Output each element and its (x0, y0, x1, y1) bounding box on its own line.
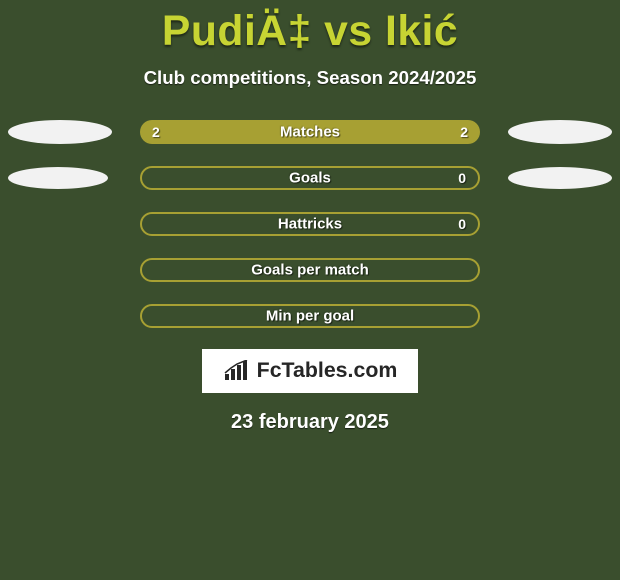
source-logo-text: FcTables.com (257, 358, 398, 383)
stat-row: Hattricks 0 (0, 211, 620, 237)
stat-label: Goals per match (251, 261, 369, 278)
stat-label: Min per goal (266, 307, 354, 324)
comparison-chart: Matches 2 2 Goals 0 Hattricks 0 Goals per match… (0, 119, 620, 329)
stat-row: Goals per match (0, 257, 620, 283)
player-marker-right (508, 120, 612, 144)
stat-value-right: 2 (460, 124, 468, 140)
page-subtitle: Club competitions, Season 2024/2025 (0, 67, 620, 89)
page-title: PudiÄ‡ vs Ikić (0, 0, 620, 55)
stat-bar-track: Min per goal (140, 304, 480, 328)
barchart-icon (223, 360, 251, 382)
stat-row: Matches 2 2 (0, 119, 620, 145)
stat-bar-track: Goals 0 (140, 166, 480, 190)
stat-value-left: 2 (152, 124, 160, 140)
stat-label: Goals (289, 169, 331, 186)
stats-comparison-card: PudiÄ‡ vs Ikić Club competitions, Season… (0, 0, 620, 580)
stat-label: Hattricks (278, 215, 342, 232)
stat-label: Matches (280, 123, 340, 140)
stat-row: Goals 0 (0, 165, 620, 191)
stat-bar-track: Goals per match (140, 258, 480, 282)
player-marker-right (508, 167, 612, 189)
source-logo: FcTables.com (202, 349, 418, 393)
stat-value-right: 0 (458, 216, 466, 232)
stat-bar-track: Matches 2 2 (140, 120, 480, 144)
player-marker-left (8, 120, 112, 144)
stat-row: Min per goal (0, 303, 620, 329)
stat-value-right: 0 (458, 170, 466, 186)
stat-bar-track: Hattricks 0 (140, 212, 480, 236)
footer-date: 23 february 2025 (0, 411, 620, 434)
player-marker-left (8, 167, 108, 189)
